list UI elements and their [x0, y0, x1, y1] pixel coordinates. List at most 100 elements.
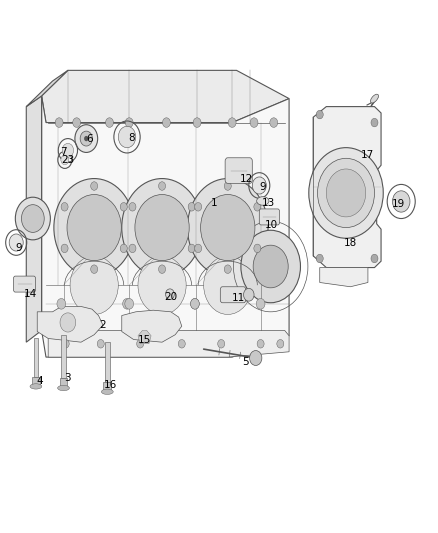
Circle shape [371, 254, 378, 263]
Polygon shape [138, 330, 151, 344]
Circle shape [106, 118, 113, 127]
FancyBboxPatch shape [14, 276, 35, 292]
Circle shape [191, 298, 199, 309]
Circle shape [67, 195, 121, 261]
Text: 9: 9 [259, 182, 266, 191]
Circle shape [120, 244, 127, 253]
Text: 3: 3 [64, 374, 71, 383]
Bar [32, 377, 40, 386]
Circle shape [97, 340, 104, 348]
Circle shape [277, 340, 284, 348]
Text: 7: 7 [60, 147, 67, 157]
Text: 16: 16 [104, 381, 117, 390]
Polygon shape [48, 330, 289, 357]
Text: 10: 10 [265, 221, 278, 230]
Circle shape [244, 288, 254, 301]
Ellipse shape [58, 385, 69, 391]
Text: 12: 12 [240, 174, 253, 183]
Circle shape [125, 298, 134, 309]
Bar [61, 335, 66, 378]
Bar [103, 382, 111, 392]
Circle shape [61, 155, 69, 165]
Circle shape [166, 289, 174, 300]
Circle shape [159, 265, 166, 273]
Circle shape [316, 254, 323, 263]
Polygon shape [37, 306, 103, 342]
Text: 14: 14 [24, 289, 37, 299]
Circle shape [371, 118, 378, 127]
Text: 2: 2 [99, 320, 106, 330]
Circle shape [252, 177, 266, 194]
Circle shape [70, 256, 118, 314]
Circle shape [318, 158, 374, 228]
Circle shape [241, 230, 300, 303]
Text: 5: 5 [242, 358, 249, 367]
Circle shape [188, 244, 195, 253]
Polygon shape [122, 310, 182, 342]
Circle shape [122, 179, 202, 277]
Polygon shape [320, 268, 368, 287]
Circle shape [91, 182, 98, 190]
Circle shape [73, 118, 81, 127]
Bar [34, 338, 38, 377]
Circle shape [75, 125, 98, 152]
Text: 18: 18 [344, 238, 357, 247]
Circle shape [138, 256, 186, 314]
Circle shape [80, 131, 92, 146]
Circle shape [129, 244, 136, 253]
Circle shape [62, 143, 74, 157]
Text: 8: 8 [128, 133, 135, 142]
Polygon shape [26, 96, 42, 342]
Text: 15: 15 [138, 335, 151, 345]
Circle shape [309, 148, 383, 238]
Circle shape [392, 191, 410, 212]
Polygon shape [26, 70, 68, 107]
Circle shape [254, 203, 261, 211]
Circle shape [91, 265, 98, 273]
FancyBboxPatch shape [259, 209, 279, 225]
Text: 11: 11 [232, 294, 245, 303]
Circle shape [253, 245, 288, 288]
Text: 13: 13 [262, 198, 275, 208]
Circle shape [256, 298, 265, 309]
Circle shape [135, 195, 189, 261]
Circle shape [316, 110, 323, 119]
Ellipse shape [371, 94, 378, 103]
Ellipse shape [257, 197, 269, 205]
Circle shape [61, 203, 68, 211]
Circle shape [129, 203, 136, 211]
Text: 20: 20 [164, 292, 177, 302]
Circle shape [60, 313, 76, 332]
Circle shape [254, 244, 261, 253]
Text: 23: 23 [61, 155, 74, 165]
Bar [60, 378, 67, 388]
Circle shape [326, 169, 366, 217]
Circle shape [224, 265, 231, 273]
Circle shape [250, 118, 258, 127]
Circle shape [123, 298, 131, 309]
Circle shape [118, 126, 136, 148]
Circle shape [62, 340, 69, 348]
Circle shape [201, 195, 255, 261]
Polygon shape [42, 96, 289, 357]
Circle shape [257, 340, 264, 348]
Circle shape [57, 298, 66, 309]
Circle shape [193, 118, 201, 127]
Circle shape [137, 340, 144, 348]
Text: 6: 6 [86, 134, 93, 143]
Bar [105, 342, 110, 382]
Circle shape [194, 203, 201, 211]
Circle shape [191, 298, 199, 309]
Circle shape [224, 182, 231, 190]
Text: 19: 19 [392, 199, 405, 209]
Circle shape [204, 256, 252, 314]
Circle shape [228, 118, 236, 127]
Circle shape [270, 118, 278, 127]
Circle shape [54, 179, 134, 277]
Polygon shape [313, 107, 381, 268]
FancyBboxPatch shape [225, 158, 252, 183]
Circle shape [218, 340, 225, 348]
Circle shape [188, 203, 195, 211]
Text: 4: 4 [36, 376, 43, 386]
Circle shape [61, 244, 68, 253]
